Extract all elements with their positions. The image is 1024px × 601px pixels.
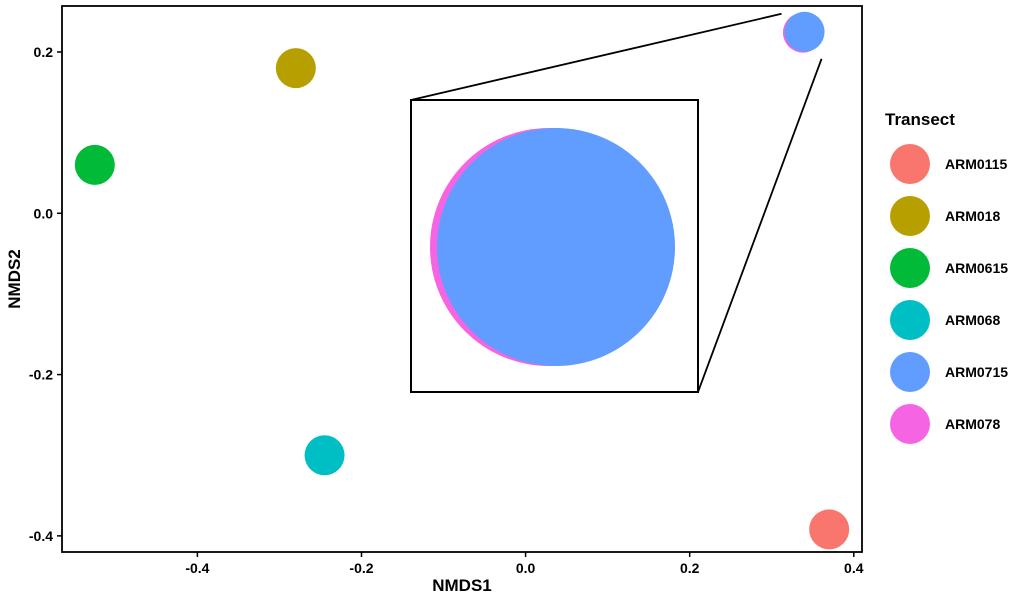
y-tick-label: -0.2 [29, 367, 53, 383]
x-tick-label: -0.2 [349, 560, 373, 576]
x-tick-label: -0.4 [185, 560, 209, 576]
legend-key-arm078 [890, 404, 930, 444]
x-axis: -0.4 -0.2 0.0 0.2 0.4 [185, 552, 864, 576]
legend-label-arm0115: ARM0115 [945, 156, 1007, 172]
y-tick-label: 0.2 [34, 44, 54, 60]
legend-label-arm0715: ARM0715 [945, 364, 1008, 380]
legend-key-arm0115 [890, 144, 930, 184]
legend-key-arm0715 [890, 352, 930, 392]
legend-label-arm0615: ARM0615 [945, 260, 1008, 276]
legend-label-arm068: ARM068 [945, 312, 1000, 328]
zoom-inset [410, 12, 823, 393]
legend: Transect ARM0115 ARM018 ARM0615 ARM068 ARM07… [885, 110, 1008, 444]
legend-key-arm068 [890, 300, 930, 340]
point-arm068 [304, 435, 345, 476]
legend-label-arm018: ARM018 [945, 208, 1000, 224]
y-tick-label: 0.0 [34, 205, 54, 221]
legend-key-arm018 [890, 196, 930, 236]
point-arm0615 [74, 144, 115, 185]
point-arm0715 [784, 11, 825, 52]
points-layer [74, 11, 850, 550]
legend-label-arm078: ARM078 [945, 416, 1000, 432]
x-tick-label: 0.0 [516, 560, 536, 576]
inset-connector-line [410, 12, 782, 101]
legend-key-arm0615 [890, 248, 930, 288]
inset-point-arm0715 [437, 128, 675, 366]
point-arm0115 [809, 509, 850, 550]
x-tick-label: 0.4 [844, 560, 864, 576]
legend-title: Transect [885, 110, 955, 129]
x-axis-title: NMDS1 [432, 576, 492, 595]
y-axis: 0.2 0.0 -0.2 -0.4 [29, 44, 62, 544]
inset-connector-line [697, 58, 823, 393]
y-axis-title: NMDS2 [5, 249, 24, 309]
y-tick-label: -0.4 [29, 528, 53, 544]
x-tick-label: 0.2 [680, 560, 700, 576]
point-arm018 [275, 48, 316, 89]
